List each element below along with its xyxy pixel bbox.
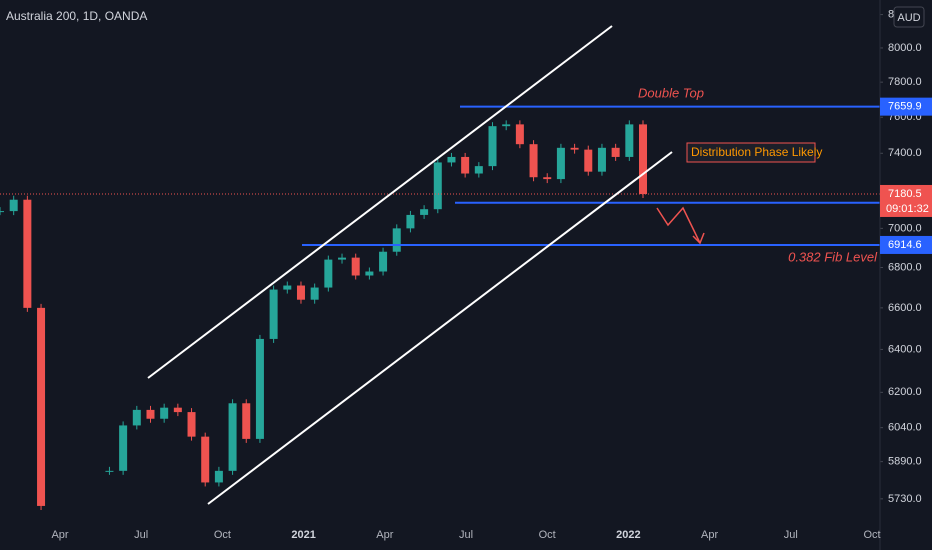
candle — [420, 209, 429, 215]
level-tag — [880, 235, 932, 254]
candle — [447, 156, 456, 163]
candle — [214, 470, 223, 483]
candle — [392, 228, 401, 252]
candle — [105, 470, 114, 472]
y-tick-label: 6600.0 — [888, 302, 922, 314]
candle — [201, 436, 210, 483]
candle — [338, 257, 347, 260]
candle — [570, 147, 579, 150]
currency-label: AUD — [897, 12, 920, 24]
x-tick-label: Oct — [863, 529, 880, 541]
y-tick-label: 7000.0 — [888, 222, 922, 234]
candle — [283, 285, 292, 290]
y-tick-label: 7400.0 — [888, 147, 922, 159]
candle — [543, 177, 552, 180]
plot-area — [0, 105, 880, 510]
candle — [132, 409, 141, 426]
candle — [37, 307, 46, 506]
x-tick-label: 2022 — [616, 529, 640, 541]
candle — [529, 144, 538, 178]
x-tick-label: Oct — [539, 529, 556, 541]
x-tick-label: Apr — [376, 529, 393, 541]
y-tick-label: 7800.0 — [888, 76, 922, 88]
y-tick-label: 6400.0 — [888, 343, 922, 355]
candle — [461, 156, 470, 174]
x-tick-label: Jul — [459, 529, 473, 541]
chart-title: Australia 200, 1D, OANDA — [6, 9, 147, 23]
annotation: Double Top — [638, 85, 704, 100]
candle — [556, 147, 565, 180]
y-tick-label: 8000.0 — [888, 42, 922, 54]
arrow-path — [656, 206, 701, 244]
annotation: 0.382 Fib Level — [788, 249, 878, 264]
arrow-head — [692, 232, 705, 245]
x-tick-label: Jul — [134, 529, 148, 541]
level-tag — [880, 97, 932, 116]
candle — [639, 124, 647, 195]
candle — [310, 287, 319, 300]
last-price-tag — [880, 184, 932, 217]
y-tick-label: 5730.0 — [888, 493, 922, 505]
annotation-box — [686, 142, 816, 163]
candle — [296, 285, 305, 300]
candle — [146, 409, 155, 419]
last-price-label: 7180.5 — [888, 188, 922, 200]
candle — [119, 425, 128, 471]
x-tick-label: Apr — [51, 529, 68, 541]
candle — [160, 407, 169, 419]
currency-button[interactable] — [893, 6, 925, 28]
candle — [228, 403, 237, 471]
candle — [324, 259, 333, 288]
candle — [625, 124, 634, 157]
candle — [597, 147, 606, 172]
candle — [379, 251, 388, 272]
y-tick-label: 6200.0 — [888, 386, 922, 398]
candle — [474, 166, 483, 174]
channel-bottom — [207, 151, 673, 505]
candle — [0, 211, 4, 213]
candle — [173, 407, 182, 413]
y-tick-label: 5890.0 — [888, 456, 922, 468]
candle — [406, 214, 415, 229]
candle — [365, 271, 374, 276]
x-tick-label: Apr — [701, 529, 718, 541]
candle — [187, 412, 196, 437]
candle — [23, 199, 32, 308]
candle — [515, 124, 524, 145]
candle — [433, 162, 442, 210]
candle — [488, 126, 497, 167]
candle — [351, 257, 360, 276]
candle — [611, 147, 620, 157]
level-tag-label: 7659.9 — [888, 101, 922, 113]
candle — [269, 289, 278, 339]
y-tick-label: 6040.0 — [888, 422, 922, 434]
countdown-label: 09:01:32 — [886, 203, 929, 215]
candle — [242, 403, 251, 439]
y-tick-label: 6800.0 — [888, 261, 922, 273]
candle — [9, 199, 18, 212]
candle — [255, 338, 264, 439]
candle — [584, 149, 593, 172]
x-tick-label: Jul — [784, 529, 798, 541]
x-tick-label: Oct — [214, 529, 231, 541]
annotation: Distribution Phase Likely — [691, 145, 822, 159]
level-tag-label: 6914.6 — [888, 239, 922, 251]
channel-top — [147, 25, 613, 379]
x-tick-label: 2021 — [291, 529, 315, 541]
candle — [502, 124, 511, 127]
